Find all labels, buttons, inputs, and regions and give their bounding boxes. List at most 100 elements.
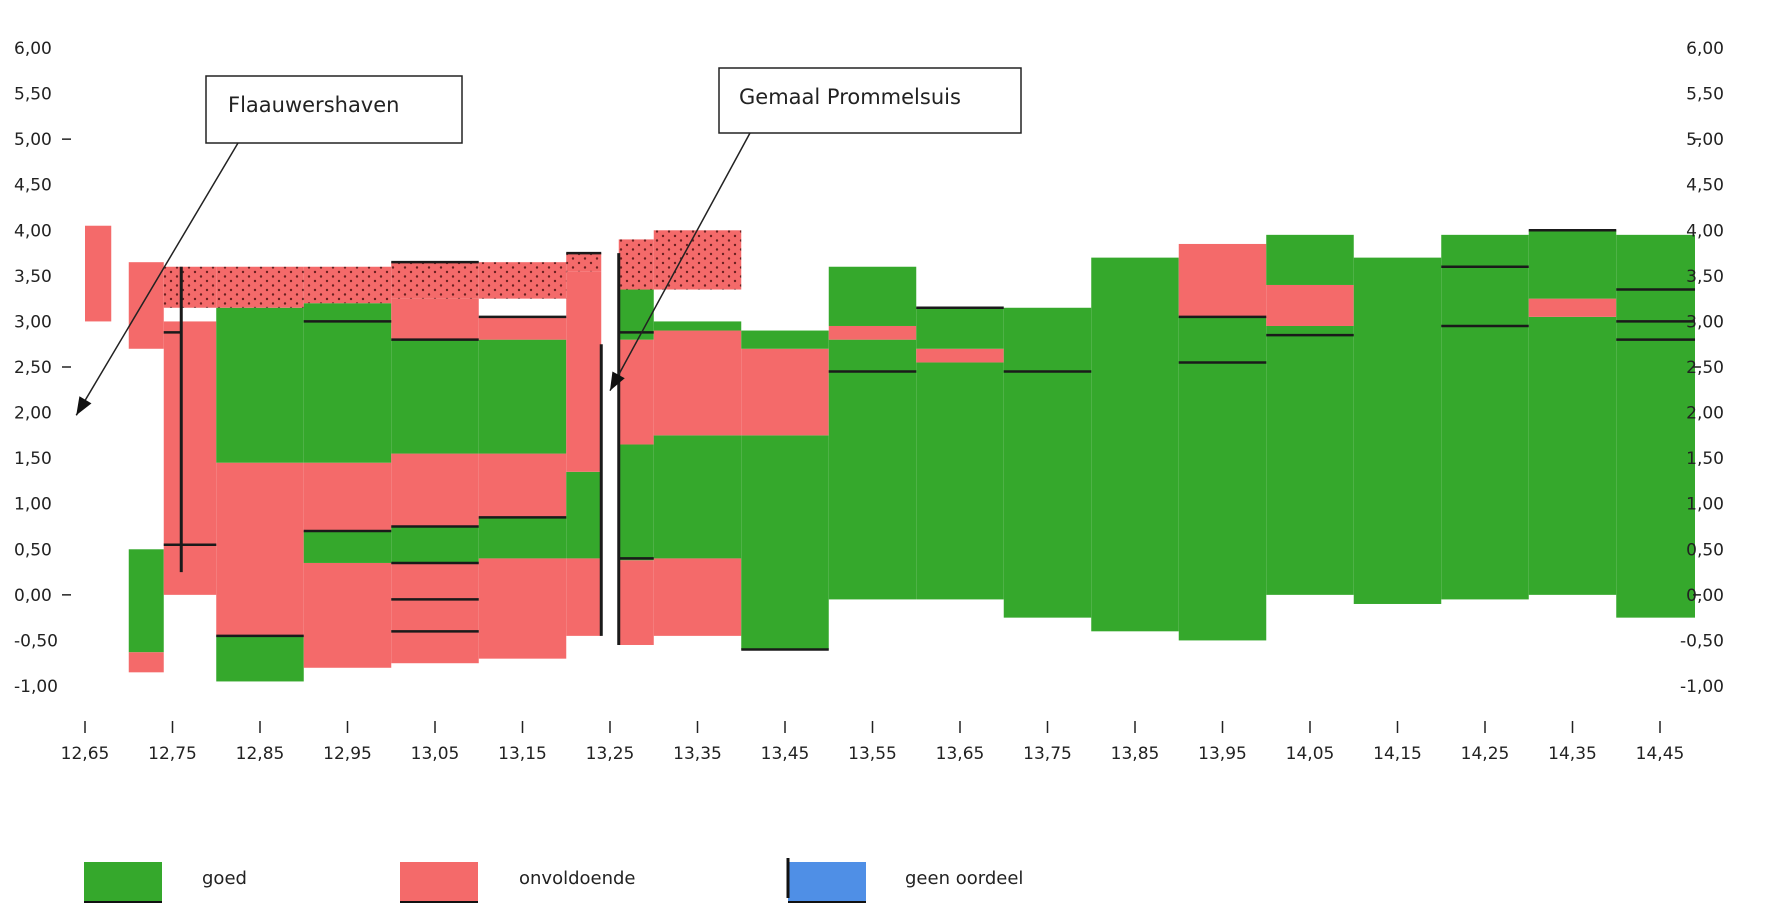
segment-goed [1353, 257, 1442, 604]
segment-onvoldoende [163, 321, 217, 595]
legend-label-goed: goed [202, 868, 247, 889]
y-tick-label-left: -0,50 [14, 631, 58, 651]
segment-hatched [163, 266, 217, 308]
y-tick-label-left: 0,50 [14, 540, 52, 560]
segment-hatched [566, 253, 602, 272]
black-lines-layer [163, 229, 1695, 651]
x-tick-label: 14,25 [1461, 744, 1510, 764]
annotation-arrowhead [76, 396, 92, 416]
segment-goed [741, 435, 829, 650]
segment-onvoldoende [828, 325, 917, 340]
y-tick-label-right: 3,00 [1686, 312, 1724, 332]
y-tick-label-right: 4,00 [1686, 221, 1724, 241]
segment-goed [303, 531, 392, 563]
x-axis: 12,65 12,75 12,85 12,95 13,05 13,15 13,25 13,35… [61, 721, 1685, 764]
segment-onvoldoende [618, 560, 654, 645]
y-tick-label-left: 1,50 [14, 449, 52, 469]
segment-onvoldoende [85, 225, 112, 322]
segment-hatched [391, 262, 479, 299]
annotation-arrow-line [75, 142, 239, 416]
annotation-arrow-line [609, 132, 751, 392]
y-tick-label-left: 3,00 [14, 312, 52, 332]
y-tick-label-left: 2,50 [14, 358, 52, 378]
segment-goed [1003, 307, 1092, 618]
segment-onvoldoende [1178, 243, 1267, 317]
segment-onvoldoende [618, 339, 654, 445]
legend-swatch-geen_oordeel [788, 862, 866, 902]
x-tick-label: 14,45 [1636, 744, 1685, 764]
x-tick-label: 12,95 [323, 744, 372, 764]
segment-goed [653, 321, 742, 331]
x-tick-label: 13,25 [586, 744, 635, 764]
segment-goed [1528, 230, 1617, 299]
y-tick-label-right: 6,00 [1686, 39, 1724, 59]
segment-goed [916, 307, 1004, 349]
segment-onvoldoende [653, 330, 742, 436]
y-tick-label-left: 6,00 [14, 39, 52, 59]
segment-goed [828, 266, 917, 326]
segment-goed [1441, 234, 1529, 600]
segment-goed [216, 307, 304, 463]
x-tick-label: 13,85 [1111, 744, 1160, 764]
x-tick-label: 14,15 [1373, 744, 1422, 764]
x-tick-label: 13,65 [936, 744, 985, 764]
y-tick-label-left: 5,50 [14, 85, 52, 105]
y-tick-label-left: 2,00 [14, 404, 52, 424]
segment-onvoldoende [128, 262, 164, 349]
x-tick-label: 12,85 [236, 744, 285, 764]
segment-goed [391, 339, 479, 454]
y-tick-label-right: 0,00 [1686, 586, 1724, 606]
segment-goed [1266, 234, 1354, 285]
segment-goed [128, 549, 164, 653]
segment-onvoldoende [128, 652, 164, 673]
legend-label-geen_oordeel: geen oordeel [905, 868, 1023, 889]
segment-onvoldoende [741, 348, 829, 436]
y-tick-label-left: 3,50 [14, 267, 52, 287]
segment-goed [1091, 257, 1179, 632]
segment-onvoldoende [478, 316, 567, 340]
segment-goed [653, 435, 742, 559]
segment-goed [478, 517, 567, 559]
hatched-segments-layer [163, 230, 742, 308]
segment-goed [1528, 316, 1617, 595]
y-tick-label-right: 3,50 [1686, 267, 1724, 287]
segment-onvoldoende [391, 562, 479, 664]
segment-onvoldoende [566, 558, 602, 636]
x-tick-label: 13,35 [673, 744, 722, 764]
y-tick-label-right: 0,50 [1686, 540, 1724, 560]
x-tick-label: 13,75 [1023, 744, 1072, 764]
segment-goed [916, 362, 1004, 600]
legend-swatch-goed [84, 862, 162, 902]
segment-goed [566, 471, 602, 559]
segment-hatched [303, 266, 392, 304]
y-tick-label-left: -1,00 [14, 677, 58, 697]
segment-goed [741, 330, 829, 349]
segment-onvoldoende [391, 453, 479, 527]
y-tick-label-right: 2,00 [1686, 404, 1724, 424]
segment-onvoldoende [303, 462, 392, 532]
y-tick-label-right: 5,00 [1686, 130, 1724, 150]
y-tick-label-left: 5,00 [14, 130, 52, 150]
segment-goed [1178, 316, 1267, 641]
y-tick-label-right: 4,50 [1686, 176, 1724, 196]
y-tick-label-left: 0,00 [14, 586, 52, 606]
x-tick-label: 12,65 [61, 744, 110, 764]
segments-layer [85, 225, 1695, 682]
annotations-layer: Flaauwershaven Gemaal Prommelsuis [75, 67, 1022, 416]
x-tick-label: 14,35 [1548, 744, 1597, 764]
y-tick-label-left: 4,00 [14, 221, 52, 241]
annotation-label: Flaauwershaven [228, 93, 399, 117]
segment-hatched [618, 239, 654, 290]
segment-goed [391, 526, 479, 563]
annotation-box [205, 75, 463, 144]
segment-hatched [478, 262, 567, 299]
right-y-axis: 6,00 5,50 5,00 4,50 4,00 3,50 3,00 2,50 2,00 1,50… [1680, 39, 1724, 697]
legend: goed onvoldoende geen oordeel [84, 858, 1023, 903]
x-tick-label: 13,15 [498, 744, 547, 764]
legend-swatch-onvoldoende [400, 862, 478, 902]
y-tick-label-left: 4,50 [14, 176, 52, 196]
segment-goed [478, 339, 567, 454]
y-tick-label-right: 5,50 [1686, 85, 1724, 105]
x-tick-label: 13,95 [1198, 744, 1247, 764]
